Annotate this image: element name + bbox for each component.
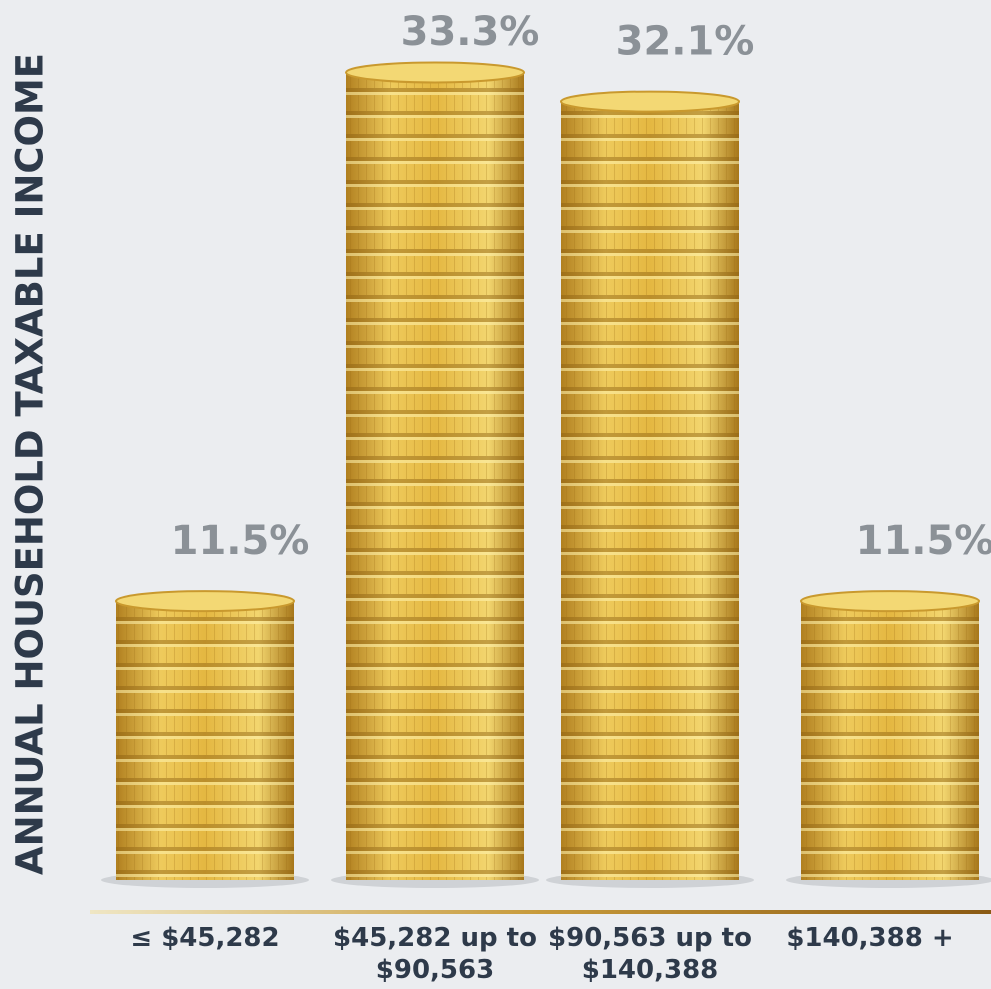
coin-top (115, 590, 295, 613)
value-label: 33.3% (401, 9, 540, 55)
x-tick-label: $90,563 up to $140,388 (548, 923, 752, 985)
x-tick-label: $140,388 + (786, 923, 954, 953)
value-label: 11.5% (171, 518, 310, 564)
baseline (90, 910, 991, 914)
coin-top (345, 61, 525, 84)
x-tick-label: $45,282 up to $90,563 (333, 923, 537, 985)
coin-top (800, 590, 980, 613)
y-axis-label: ANNUAL HOUSEHOLD TAXABLE INCOME (9, 53, 52, 875)
coin-edges (116, 601, 294, 880)
coin-edges (801, 601, 979, 880)
coin-edges (346, 72, 524, 881)
coin-top (560, 90, 740, 113)
value-label: 32.1% (616, 19, 755, 65)
coin-edges (561, 101, 739, 880)
value-label: 11.5% (856, 518, 991, 564)
x-tick-label: ≤ $45,282 (130, 923, 280, 953)
